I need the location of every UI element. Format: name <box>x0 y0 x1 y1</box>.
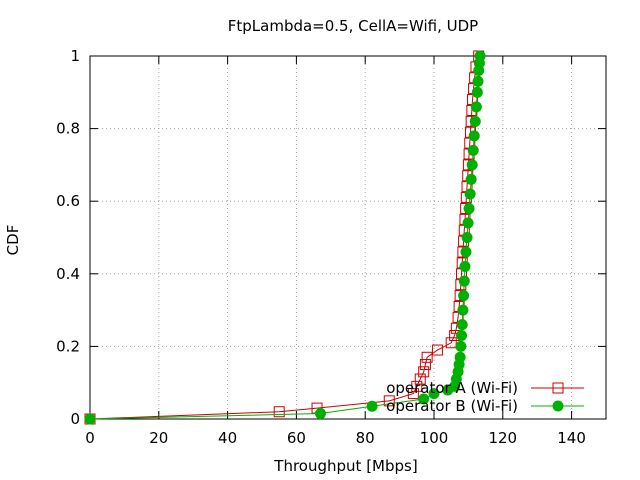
plot-frame <box>89 55 607 420</box>
x-tick-label: 40 <box>218 429 237 447</box>
data-point <box>463 202 475 214</box>
y-tick-label: 0.8 <box>56 120 80 138</box>
data-point <box>459 261 471 273</box>
data-point <box>465 173 477 185</box>
data-point <box>454 351 466 363</box>
y-tick-label: 0.4 <box>56 265 80 283</box>
data-point <box>462 217 474 229</box>
data-point <box>431 344 443 356</box>
axis-ticks: 0 20 40 60 80 100 120 140 0 0.2 0.4 0.6 0.8 1 <box>56 47 606 447</box>
data-point <box>366 400 378 412</box>
chart-title: FtpLambda=0.5, CellA=Wifi, UDP <box>228 17 478 35</box>
x-tick-label: 80 <box>356 429 375 447</box>
data-point <box>464 188 476 200</box>
data-point <box>411 380 423 392</box>
data-point <box>445 337 457 349</box>
y-axis-label: CDF <box>4 225 22 256</box>
data-point <box>467 144 479 156</box>
data-point <box>458 290 470 302</box>
x-tick-label: 0 <box>85 429 95 447</box>
series-layer <box>84 50 486 425</box>
legend-marker <box>552 382 564 394</box>
series-operator-b <box>84 50 486 425</box>
data-point <box>421 351 433 363</box>
y-tick-label: 1 <box>70 47 80 65</box>
data-point <box>418 393 430 405</box>
data-point <box>470 101 482 113</box>
data-point <box>472 75 484 87</box>
y-tick-label: 0.2 <box>56 337 80 355</box>
x-tick-label: 100 <box>420 429 449 447</box>
data-point <box>474 50 486 62</box>
data-point <box>407 388 419 400</box>
data-point <box>461 232 473 243</box>
y-tick-label: 0.6 <box>56 192 80 210</box>
legend: operator A (Wi-Fi)operator B (Wi-Fi) <box>386 379 584 415</box>
y-tick-label: 0 <box>70 410 80 428</box>
data-point <box>468 130 480 142</box>
data-point <box>419 359 431 371</box>
data-point <box>428 388 440 400</box>
legend-marker <box>552 400 564 412</box>
x-tick-label: 60 <box>287 429 306 447</box>
legend-label: operator B (Wi-Fi) <box>386 397 518 415</box>
data-point <box>383 395 395 407</box>
data-point <box>455 340 467 352</box>
data-point <box>456 330 468 342</box>
data-point <box>418 366 430 378</box>
data-point <box>314 408 326 420</box>
data-point <box>273 406 285 418</box>
x-tick-label: 120 <box>488 429 517 447</box>
x-tick-label: 20 <box>149 429 168 447</box>
data-point <box>456 319 468 331</box>
data-point <box>469 115 481 127</box>
x-axis-label: Throughput [Mbps] <box>273 457 417 475</box>
data-point <box>414 373 426 385</box>
x-tick-label: 140 <box>557 429 586 447</box>
data-point <box>460 246 472 258</box>
data-point <box>84 413 96 425</box>
data-point <box>458 275 470 287</box>
data-point <box>471 86 483 98</box>
grid-lines <box>90 56 606 419</box>
legend-label: operator A (Wi-Fi) <box>386 379 518 397</box>
data-point <box>457 304 469 316</box>
data-point <box>466 159 478 171</box>
